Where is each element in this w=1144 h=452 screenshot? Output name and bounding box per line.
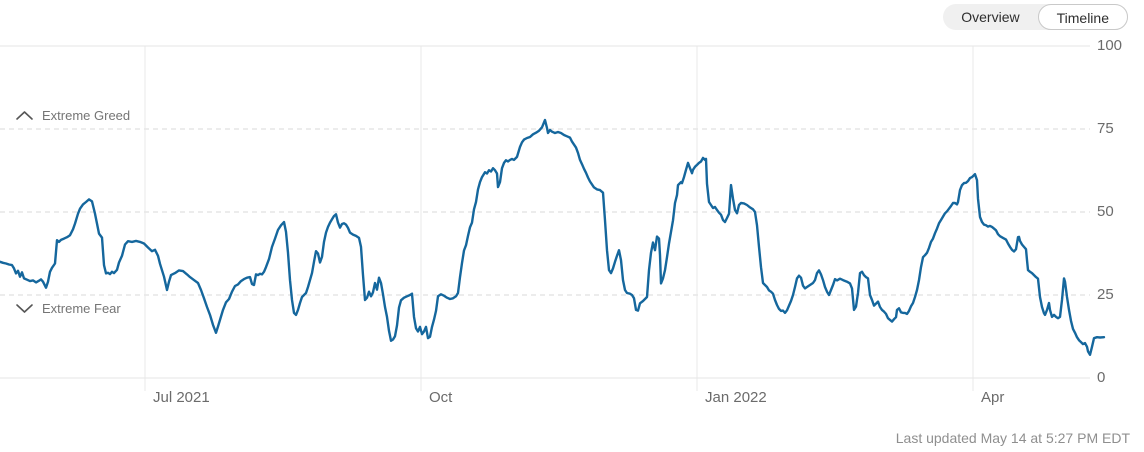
extreme-greed-marker: Extreme Greed <box>16 108 130 123</box>
x-axis-tick-label: Jan 2022 <box>705 389 767 406</box>
y-axis-tick-label: 50 <box>1097 203 1114 220</box>
chevron-down-icon <box>16 304 33 313</box>
extreme-fear-marker: Extreme Fear <box>16 301 121 316</box>
view-toggle: Overview Timeline <box>943 4 1128 30</box>
chevron-up-icon <box>16 111 33 120</box>
overview-tab[interactable]: Overview <box>943 4 1037 30</box>
extreme-fear-label: Extreme Fear <box>42 301 121 316</box>
y-axis-tick-label: 75 <box>1097 120 1114 137</box>
x-axis-tick-label: Apr <box>981 389 1005 406</box>
x-axis-tick-label: Jul 2021 <box>153 389 210 406</box>
index-line-series <box>0 118 1106 356</box>
y-axis-tick-label: 100 <box>1097 37 1123 54</box>
extreme-greed-label: Extreme Greed <box>42 108 131 123</box>
y-axis-tick-label: 25 <box>1097 286 1114 303</box>
last-updated-text: Last updated May 14 at 5:27 PM EDT <box>895 430 1130 446</box>
x-axis-tick-label: Oct <box>429 389 453 406</box>
timeline-tab[interactable]: Timeline <box>1037 4 1128 30</box>
y-axis-tick-label: 0 <box>1097 369 1106 386</box>
